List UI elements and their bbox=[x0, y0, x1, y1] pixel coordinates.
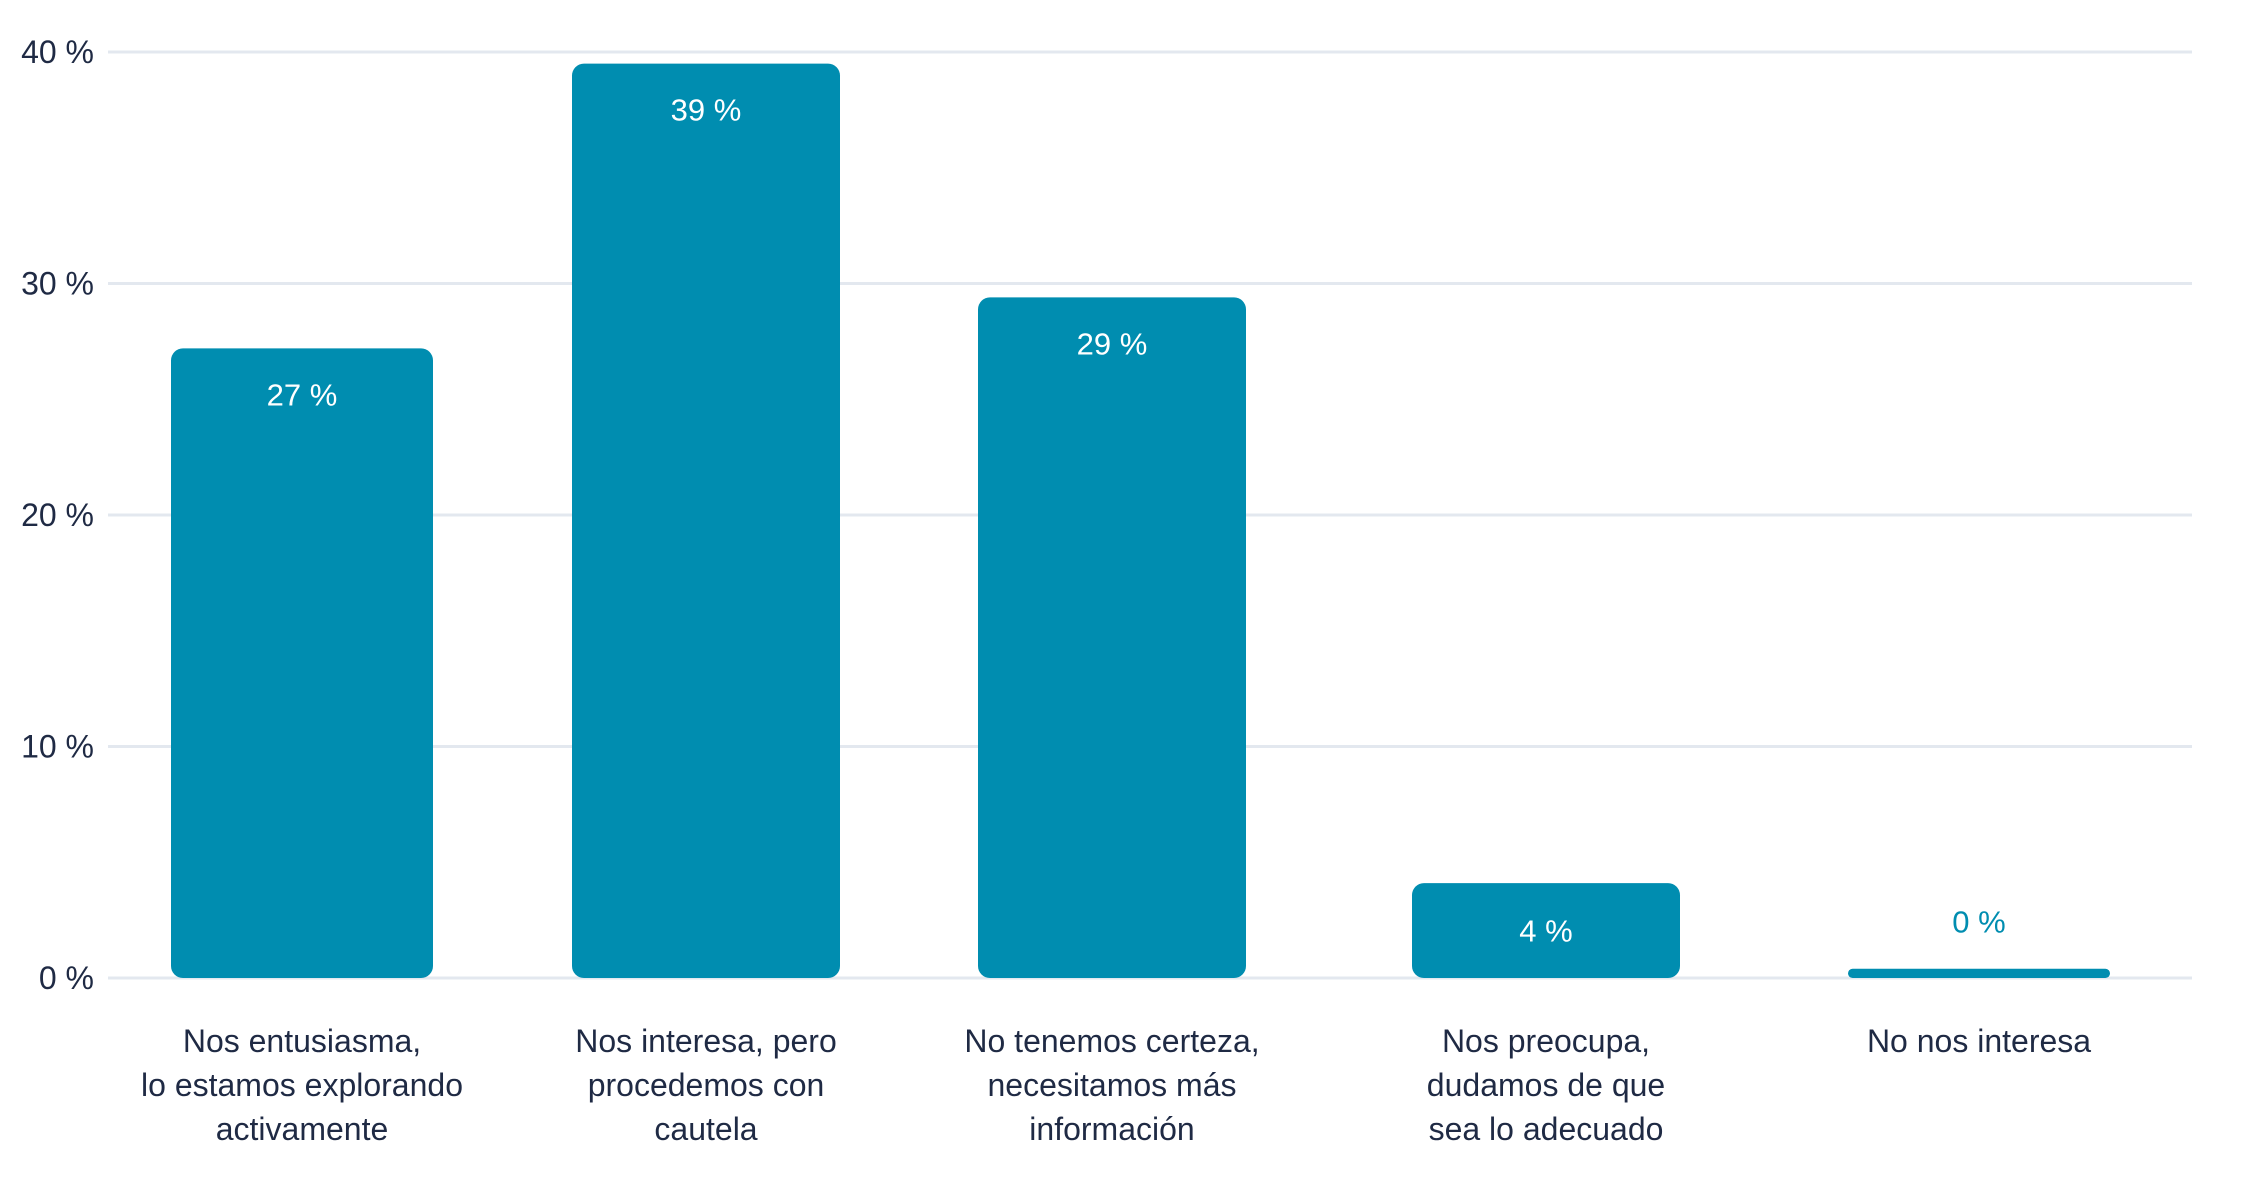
value-label: 4 % bbox=[1519, 914, 1572, 949]
value-label: 0 % bbox=[1952, 905, 2005, 940]
value-label: 39 % bbox=[671, 93, 742, 128]
category-label: activamente bbox=[216, 1111, 389, 1147]
value-label: 29 % bbox=[1077, 326, 1148, 361]
category-label: cautela bbox=[654, 1111, 757, 1147]
y-tick-label: 10 % bbox=[21, 729, 94, 765]
y-tick-label: 30 % bbox=[21, 266, 94, 302]
category-label: lo estamos explorando bbox=[141, 1067, 463, 1103]
y-axis-ticks: 0 % 10 % 20 % 30 % 40 % bbox=[21, 34, 94, 996]
category-label: Nos interesa, pero bbox=[575, 1023, 836, 1059]
y-tick-label: 40 % bbox=[21, 34, 94, 70]
category-label: dudamos de que bbox=[1427, 1067, 1665, 1103]
value-label: 27 % bbox=[267, 377, 338, 412]
bars bbox=[171, 63, 2110, 978]
bar bbox=[1412, 883, 1680, 978]
bar bbox=[572, 63, 840, 978]
category-labels: Nos entusiasma, lo estamos explorando acti… bbox=[141, 1023, 2091, 1147]
category-label: No nos interesa bbox=[1867, 1023, 2091, 1059]
bar bbox=[171, 348, 433, 978]
category-label: procedemos con bbox=[588, 1067, 825, 1103]
y-tick-label: 20 % bbox=[21, 497, 94, 533]
category-label: necesitamos más bbox=[988, 1067, 1237, 1103]
category-label: Nos preocupa, bbox=[1442, 1023, 1650, 1059]
category-label: Nos entusiasma, bbox=[183, 1023, 421, 1059]
category-label: sea lo adecuado bbox=[1429, 1111, 1664, 1147]
value-labels: 27 % 39 % 29 % 4 % 0 % bbox=[267, 93, 2006, 949]
category-label: información bbox=[1029, 1111, 1194, 1147]
bar bbox=[978, 297, 1246, 978]
category-label: No tenemos certeza, bbox=[964, 1023, 1259, 1059]
bar bbox=[1848, 968, 2110, 978]
y-tick-label: 0 % bbox=[39, 960, 94, 996]
